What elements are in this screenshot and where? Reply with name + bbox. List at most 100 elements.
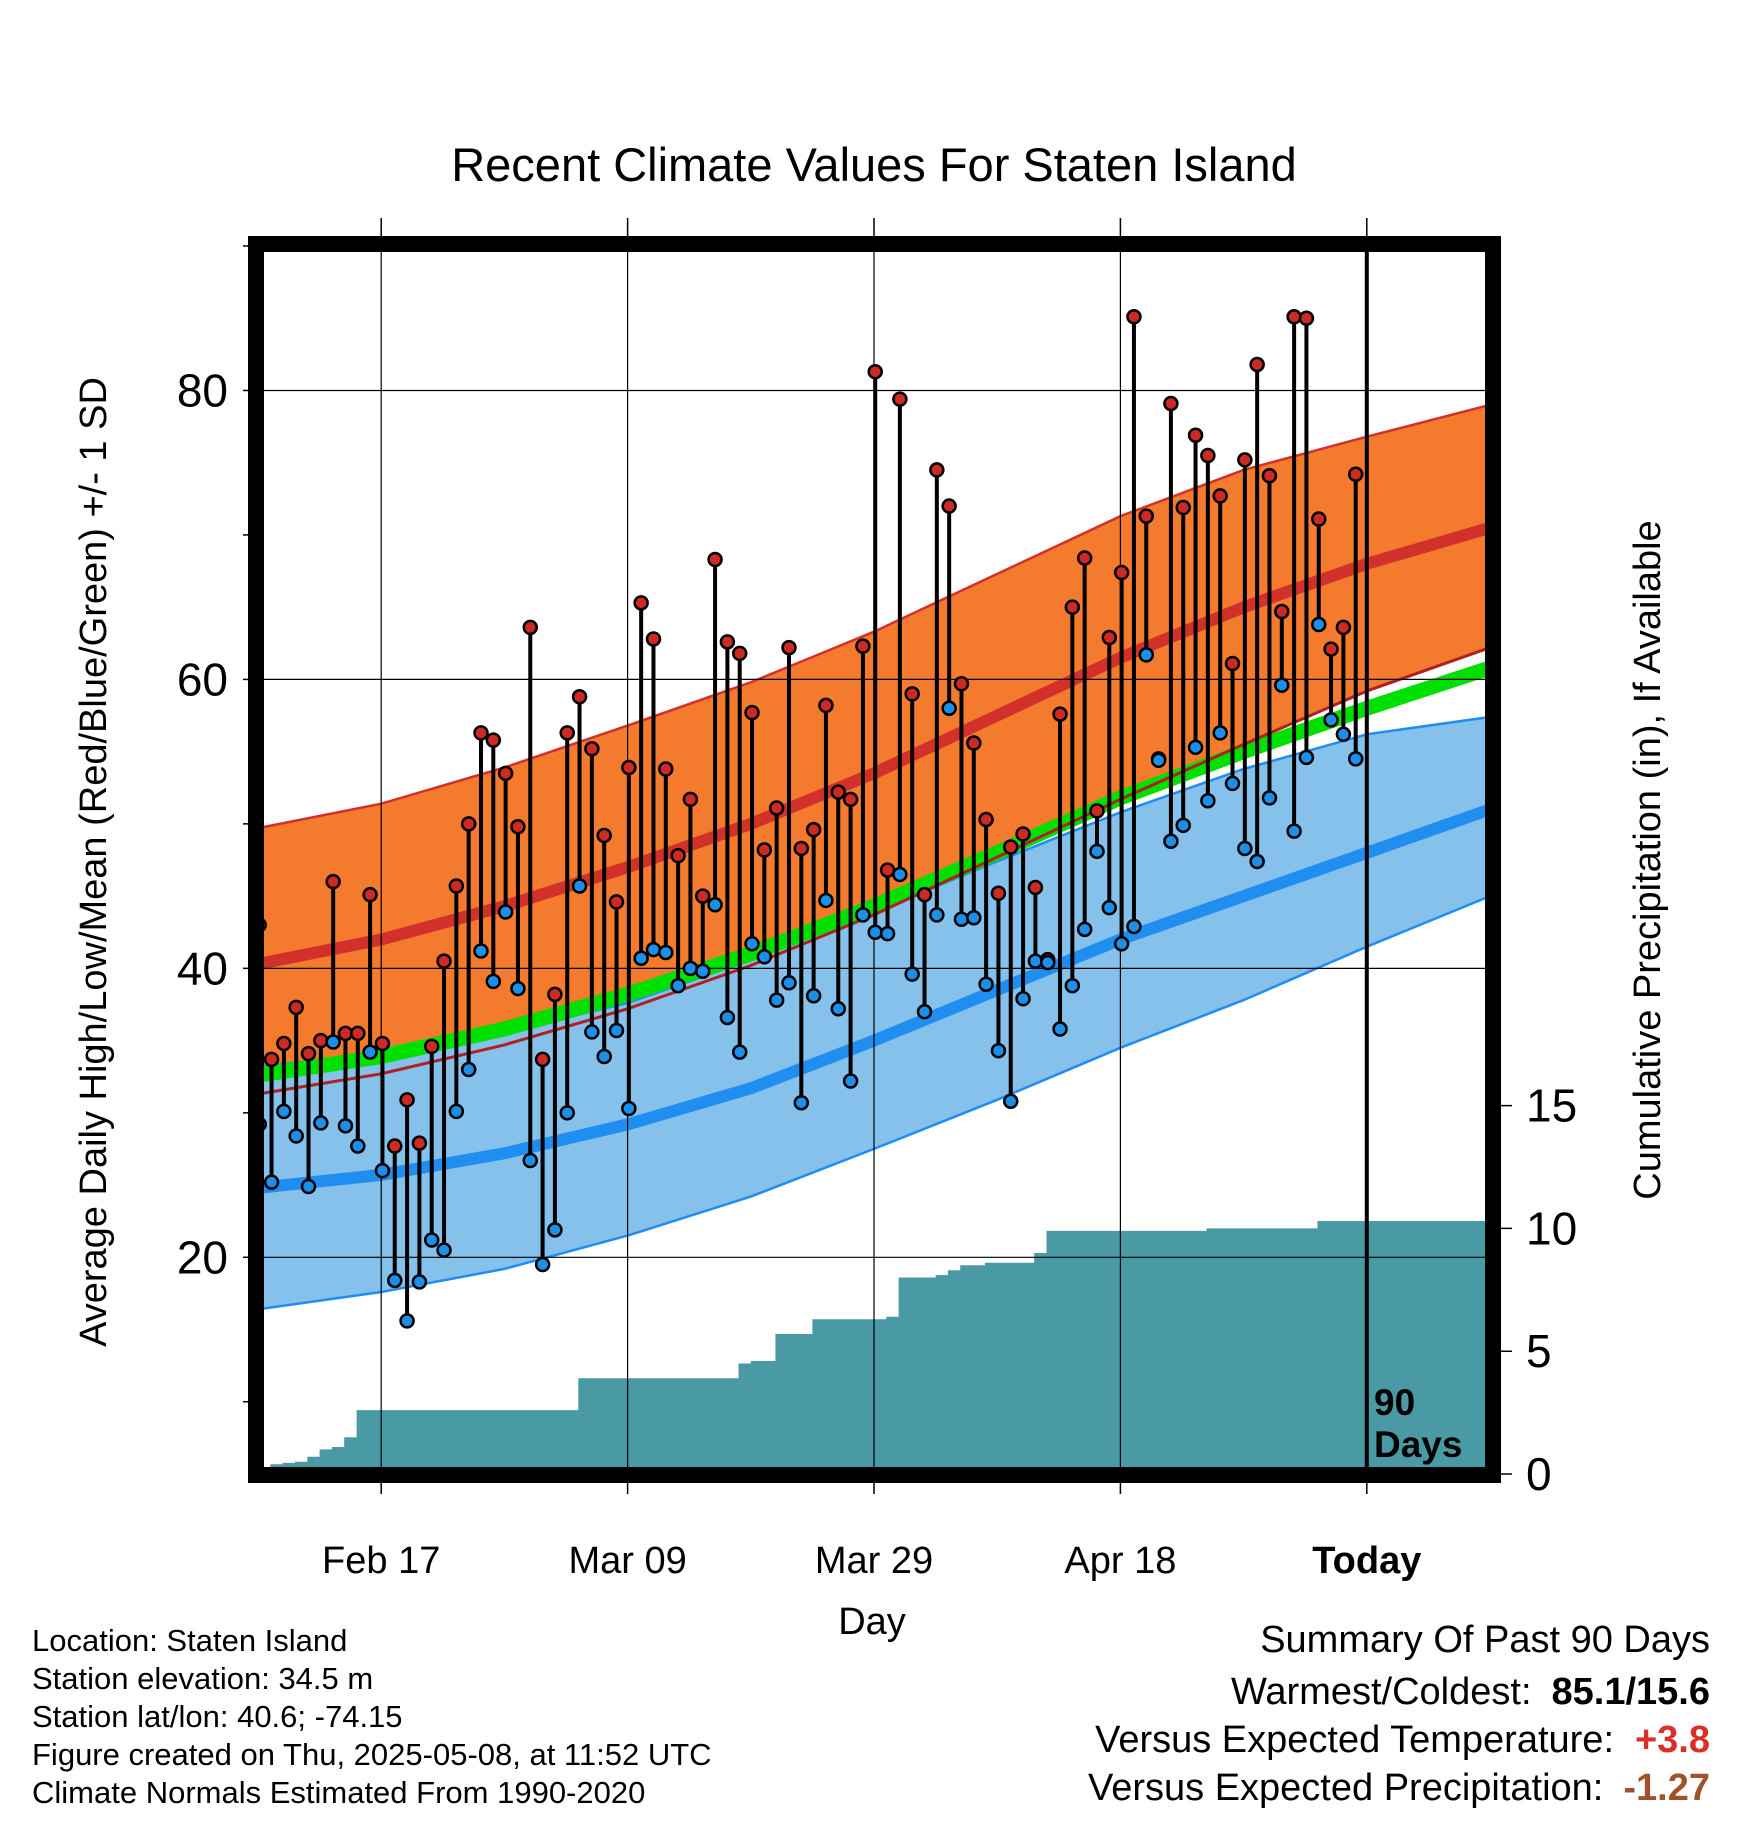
low-point [953, 911, 970, 927]
station-latlon: Station lat/lon: 40.6; -74.15 [32, 1699, 403, 1734]
high-point [818, 697, 834, 714]
low-point [966, 910, 982, 926]
low-point [670, 977, 686, 994]
high-point [768, 800, 785, 816]
high-point [867, 363, 883, 380]
low-point [1200, 793, 1216, 809]
low-point [1237, 840, 1253, 857]
high-point [263, 1051, 280, 1068]
low-point [1335, 726, 1352, 743]
high-point [1089, 803, 1105, 819]
low-point [904, 966, 920, 982]
low-point [805, 988, 822, 1004]
station-info: Location: Staten Island Station elevatio… [32, 1622, 712, 1812]
high-point [805, 821, 822, 838]
low-point [300, 1178, 317, 1195]
high-point [1027, 879, 1044, 896]
low-point [731, 1044, 748, 1060]
high-point [695, 888, 711, 904]
high-point [966, 735, 982, 751]
high-point [842, 791, 859, 808]
y-tick-label: 20 [177, 1231, 228, 1283]
high-point [325, 873, 341, 890]
high-point [1261, 467, 1278, 484]
y2-axis-label: Cumulative Precipitation (in), If Availa… [1627, 520, 1669, 1199]
high-point [497, 765, 514, 782]
low-point [1298, 749, 1315, 766]
low-point [399, 1313, 415, 1329]
x-axis-label: Day [838, 1601, 906, 1643]
high-point [547, 986, 563, 1003]
low-point [830, 1001, 847, 1017]
x-tick-label: Today [1312, 1540, 1421, 1582]
high-point [793, 840, 810, 857]
y2-tick-label: 5 [1526, 1325, 1552, 1377]
low-point [719, 1009, 736, 1026]
temp-departure-label: Versus Expected Temperature: [1095, 1719, 1614, 1761]
low-point [633, 950, 649, 966]
today-label-days-word: Days [1374, 1424, 1462, 1465]
high-point [387, 1138, 403, 1154]
low-point [325, 1034, 341, 1050]
high-point [522, 619, 539, 636]
warm-cold-label: Warmest/Coldest: [1230, 1671, 1532, 1713]
high-point [1126, 309, 1142, 325]
y2-tick-label: 0 [1526, 1448, 1552, 1500]
high-point [1347, 466, 1364, 483]
low-point [1126, 918, 1142, 935]
low-point [1138, 647, 1155, 663]
climate-normals-period: Climate Normals Estimated From 1990-2020 [32, 1775, 646, 1810]
high-point [596, 827, 612, 844]
high-point [830, 784, 847, 800]
high-point [1212, 488, 1228, 504]
low-point [534, 1256, 551, 1273]
high-point [399, 1092, 415, 1108]
low-point [818, 892, 834, 909]
low-point [337, 1118, 354, 1134]
low-point [781, 975, 797, 991]
high-point [1286, 309, 1302, 325]
low-point [1261, 790, 1278, 806]
low-point [1212, 725, 1228, 741]
low-point [362, 1044, 378, 1060]
x-tick-label: Apr 18 [1064, 1540, 1176, 1582]
high-point [584, 741, 600, 757]
high-point [707, 551, 723, 568]
low-point [1101, 899, 1118, 916]
summary-warm-cold: Warmest/Coldest: 85.1/15.6 [1088, 1668, 1710, 1716]
high-point [362, 886, 378, 903]
daily-stems [257, 316, 1358, 1321]
high-point [1064, 599, 1081, 615]
high-point [510, 819, 526, 835]
low-point [387, 1272, 403, 1289]
high-point [1298, 310, 1315, 326]
low-point [497, 904, 514, 920]
low-point [423, 1232, 440, 1248]
low-point [990, 1042, 1007, 1059]
high-point [670, 847, 686, 864]
low-point [1027, 953, 1044, 969]
low-point [608, 1022, 625, 1039]
high-point [473, 725, 489, 741]
low-point [707, 897, 723, 913]
low-point [584, 1024, 600, 1040]
high-point [1163, 395, 1179, 412]
low-point [682, 960, 699, 977]
high-point [941, 498, 957, 514]
summary-temp: Versus Expected Temperature: +3.8 [1088, 1716, 1710, 1764]
low-point [855, 907, 871, 923]
y2-tick-label: 15 [1526, 1080, 1577, 1132]
summary-panel: Summary Of Past 90 Days Warmest/Coldest:… [1088, 1618, 1710, 1812]
high-point [1015, 826, 1031, 842]
low-point [621, 1100, 637, 1117]
low-point [756, 949, 773, 965]
low-point [276, 1103, 292, 1120]
high-point [990, 885, 1007, 901]
high-point [288, 999, 304, 1016]
high-point [621, 759, 637, 776]
high-point [1101, 629, 1118, 646]
low-point [1052, 1021, 1068, 1037]
high-point [1237, 452, 1253, 468]
low-point [1311, 616, 1327, 633]
